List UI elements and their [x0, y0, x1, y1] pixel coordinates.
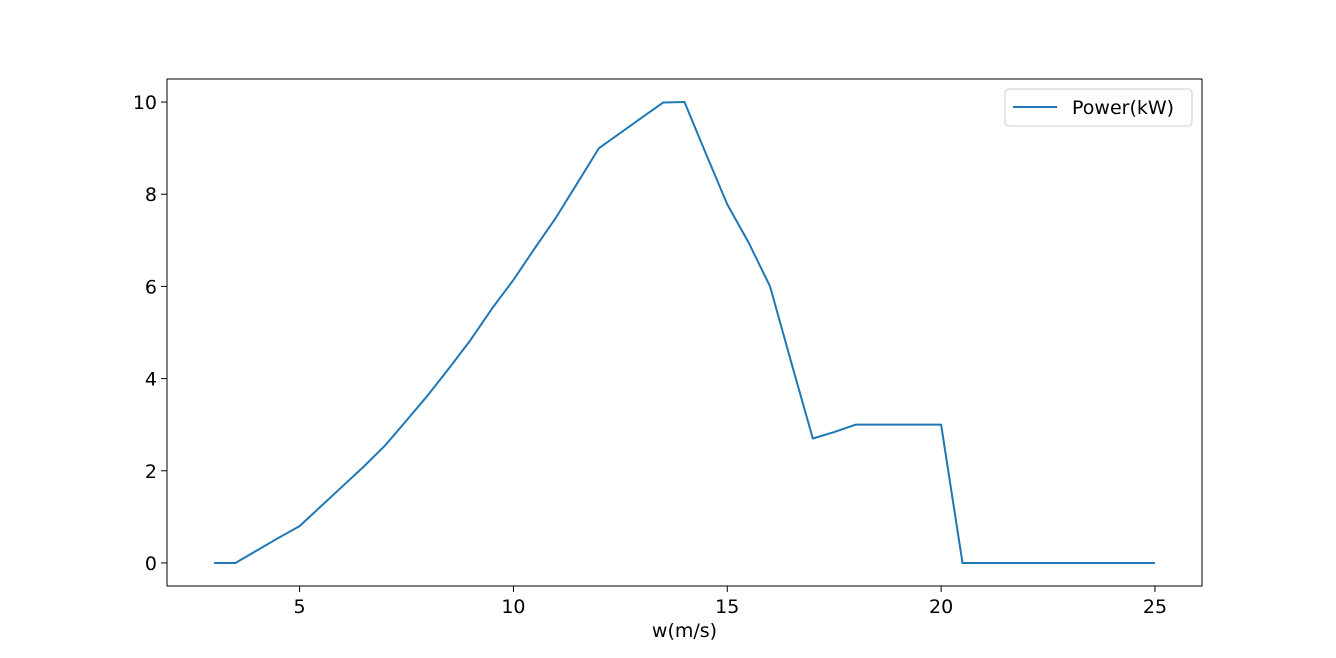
legend: Power(kW): [1004, 88, 1193, 127]
y-tick-label: 4: [145, 369, 157, 391]
y-tick-label: 2: [145, 461, 157, 483]
y-tick-label: 6: [145, 276, 157, 298]
x-tick-label: 25: [1143, 596, 1167, 618]
y-tick-label: 0: [145, 553, 157, 575]
series-line-power: [214, 101, 1155, 564]
x-tick-label: 20: [929, 596, 953, 618]
x-tick-label: 15: [715, 596, 739, 618]
legend-box: [1004, 88, 1193, 127]
plot-area: [167, 79, 1202, 586]
series-layer: [214, 101, 1155, 564]
x-tick-label: 10: [501, 596, 525, 618]
x-axis-ticks: 5 10 15 20 25: [294, 586, 1167, 618]
x-tick-label: 5: [294, 596, 306, 618]
legend-label-power: Power(kW): [1072, 97, 1174, 119]
plot-frame: [166, 78, 1203, 587]
y-tick-label: 8: [145, 184, 157, 206]
y-axis-ticks: 0 2 4 6 8 10: [133, 92, 167, 575]
y-tick-label: 10: [133, 92, 157, 114]
x-axis-label: w(m/s): [652, 620, 717, 642]
